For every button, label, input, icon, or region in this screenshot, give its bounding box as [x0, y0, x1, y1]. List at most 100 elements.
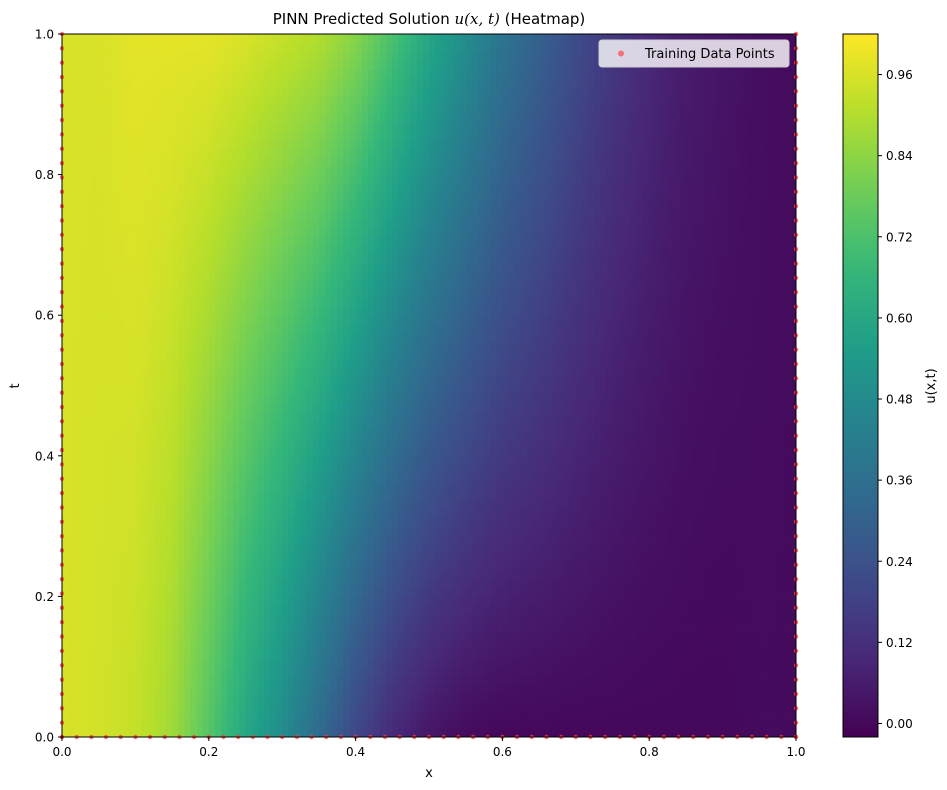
- heatmap-cell: [728, 693, 736, 703]
- heatmap-cell: [239, 420, 247, 431]
- heatmap-cell: [184, 570, 192, 580]
- heatmap-cell: [716, 552, 724, 562]
- heatmap-cell: [367, 657, 375, 668]
- heatmap-cell: [447, 367, 455, 378]
- heatmap-cell: [771, 640, 779, 650]
- heatmap-cell: [123, 605, 130, 615]
- heatmap-cell: [459, 490, 467, 501]
- heatmap-cell: [190, 403, 198, 413]
- heatmap-cell: [306, 728, 314, 737]
- heatmap-cell: [698, 587, 705, 597]
- heatmap-cell: [282, 613, 289, 624]
- heatmap-cell: [759, 455, 767, 466]
- heatmap-cell: [704, 640, 711, 650]
- heatmap-cell: [165, 561, 173, 571]
- heatmap-cell: [740, 376, 748, 387]
- heatmap-cell: [153, 526, 161, 536]
- heatmap-cell: [575, 613, 583, 624]
- heatmap-cell: [636, 570, 644, 580]
- heatmap-cell: [783, 534, 791, 545]
- heatmap-cell: [600, 587, 607, 597]
- heatmap-cell: [233, 394, 240, 404]
- heatmap-cell: [245, 394, 253, 404]
- heatmap-cell: [759, 596, 767, 606]
- heatmap-cell: [673, 605, 681, 615]
- heatmap-cell: [520, 719, 528, 729]
- heatmap-cell: [221, 411, 228, 422]
- heatmap-cell: [759, 394, 767, 404]
- heatmap-cell: [532, 482, 540, 492]
- heatmap-cell: [581, 684, 589, 694]
- heatmap-cell: [178, 403, 185, 413]
- heatmap-cell: [62, 411, 69, 422]
- heatmap-cell: [68, 543, 75, 554]
- heatmap-cell: [221, 403, 228, 413]
- heatmap-cell: [184, 578, 192, 589]
- heatmap-cell: [496, 499, 503, 510]
- heatmap-cell: [594, 570, 601, 580]
- heatmap-cell: [355, 640, 363, 650]
- heatmap-cell: [704, 420, 711, 431]
- heatmap-cell: [68, 587, 75, 597]
- heatmap-cell: [233, 710, 240, 721]
- heatmap-cell: [661, 394, 669, 404]
- heatmap-cell: [459, 666, 467, 677]
- heatmap-cell: [606, 376, 614, 387]
- heatmap-cell: [692, 376, 699, 387]
- heatmap-cell: [74, 420, 81, 431]
- heatmap-cell: [447, 649, 455, 659]
- heatmap-cell: [722, 447, 730, 457]
- heatmap-cell: [190, 622, 198, 633]
- heatmap-cell: [655, 447, 663, 457]
- heatmap-cell: [355, 649, 363, 659]
- heatmap-cell: [600, 552, 607, 562]
- heatmap-cell: [581, 649, 589, 659]
- heatmap-cell: [722, 684, 730, 694]
- heatmap-cell: [704, 394, 711, 404]
- heatmap-cell: [373, 517, 381, 527]
- heatmap-cell: [392, 578, 400, 589]
- heatmap-cell: [728, 534, 736, 545]
- heatmap-cell: [178, 710, 185, 721]
- heatmap-cell: [276, 622, 283, 633]
- heatmap-cell: [361, 411, 369, 422]
- heatmap-cell: [117, 403, 124, 413]
- heatmap-cell: [294, 657, 302, 668]
- heatmap-cell: [325, 684, 332, 694]
- heatmap-cell: [643, 429, 650, 439]
- heatmap-cell: [227, 385, 234, 395]
- heatmap-cell: [520, 693, 528, 703]
- heatmap-cell: [575, 455, 583, 466]
- heatmap-cell: [257, 394, 265, 404]
- heatmap-cell: [520, 490, 528, 501]
- heatmap-cell: [355, 613, 363, 624]
- heatmap-cell: [269, 622, 277, 633]
- heatmap-cell: [514, 587, 522, 597]
- heatmap-cell: [722, 728, 730, 737]
- heatmap-cell: [710, 596, 718, 606]
- heatmap-cell: [490, 508, 497, 518]
- heatmap-cell: [221, 499, 228, 510]
- heatmap-cell: [581, 552, 589, 562]
- heatmap-cell: [386, 385, 393, 395]
- heatmap-cell: [698, 605, 705, 615]
- heatmap-cell: [477, 534, 485, 545]
- heatmap-cell: [86, 526, 94, 536]
- heatmap-cell: [575, 508, 583, 518]
- heatmap-cell: [422, 411, 430, 422]
- heatmap-cell: [135, 684, 143, 694]
- heatmap-cell: [594, 526, 601, 536]
- heatmap-cell: [80, 693, 88, 703]
- heatmap-cell: [123, 543, 130, 554]
- heatmap-cell: [508, 394, 516, 404]
- heatmap-cell: [685, 526, 693, 536]
- heatmap-cell: [649, 561, 656, 571]
- heatmap-cell: [447, 675, 455, 685]
- heatmap-cell: [477, 385, 485, 395]
- heatmap-cell: [618, 385, 626, 395]
- heatmap-cell: [612, 605, 620, 615]
- heatmap-cell: [569, 622, 577, 633]
- heatmap-cell: [208, 429, 216, 439]
- heatmap-cell: [239, 455, 247, 466]
- heatmap-cell: [722, 490, 730, 501]
